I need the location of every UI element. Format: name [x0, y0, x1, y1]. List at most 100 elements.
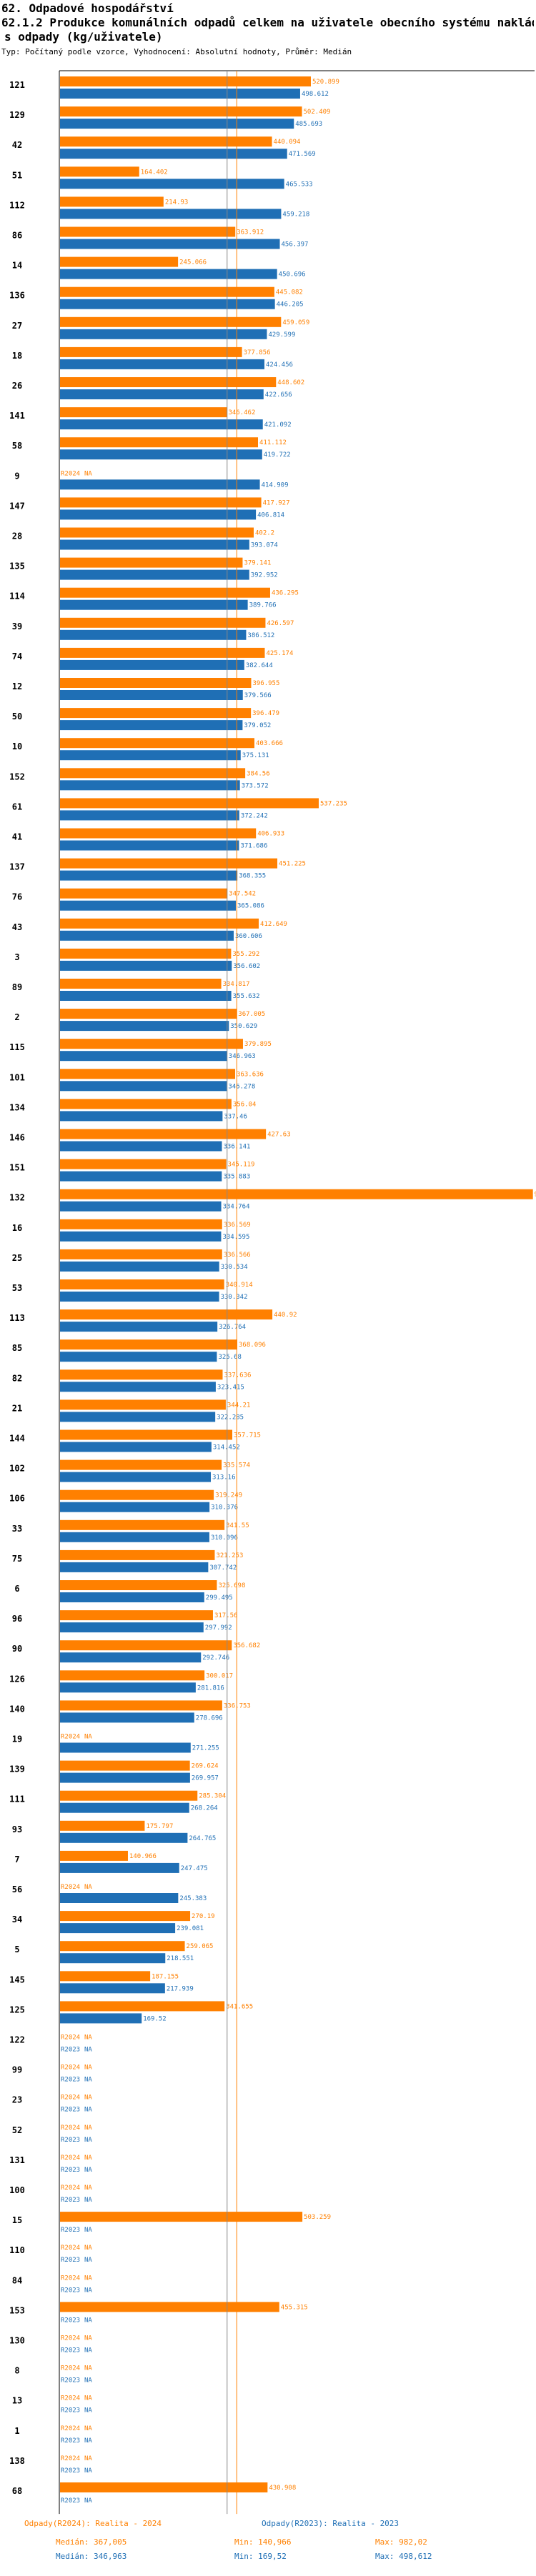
series-label-r2023-99: R2023: [61, 2077, 80, 2084]
bar-r2024-14: [60, 256, 179, 267]
bar-r2024-16: [60, 1219, 222, 1229]
value-label-r2023-41: 371.686: [240, 843, 267, 850]
value-label-r2023-112: 459.218: [282, 211, 309, 218]
bar-r2023-2: [60, 1021, 229, 1032]
na-label-r2024-138: NA: [84, 2455, 92, 2462]
bar-r2024-144: [60, 1429, 233, 1440]
bar-r2023-21: [60, 1412, 216, 1422]
value-label-r2024-28: 402.2: [255, 530, 274, 537]
category-label-99: 99: [12, 2065, 22, 2075]
value-label-r2024-106: 319.249: [215, 1492, 242, 1499]
bar-r2023-10: [60, 750, 241, 761]
value-label-r2024-146: 427.63: [267, 1132, 291, 1139]
value-label-r2024-14: 245.066: [179, 259, 207, 266]
value-label-r2024-68: 430.908: [269, 2485, 296, 2492]
value-label-r2023-14: 450.696: [279, 271, 306, 279]
chart-meta: Typ: Počítaný podle vzorce, Vyhodnocení:…: [1, 47, 352, 56]
na-label-r2023-8: NA: [84, 2377, 92, 2385]
category-label-76: 76: [12, 892, 22, 902]
category-label-136: 136: [9, 291, 25, 301]
category-label-43: 43: [12, 922, 22, 932]
bar-r2023-112: [60, 209, 282, 219]
value-label-r2023-75: 307.742: [209, 1564, 237, 1572]
value-label-r2023-9: 414.909: [262, 481, 289, 489]
series-label-r2023-130: R2023: [61, 2347, 80, 2355]
series-label-r2023-153: R2023: [61, 2317, 80, 2324]
value-label-r2023-132: 334.764: [223, 1204, 250, 1211]
category-label-26: 26: [12, 381, 22, 391]
value-label-r2024-137: 451.225: [279, 861, 306, 868]
bar-r2023-25: [60, 1261, 219, 1272]
bar-r2023-106: [60, 1502, 210, 1512]
series-label-r2024-130: R2024: [61, 2335, 80, 2342]
bar-r2023-56: [60, 1893, 179, 1903]
value-label-r2023-19: 271.255: [192, 1745, 219, 1752]
value-label-r2024-18: 377.856: [244, 349, 271, 356]
value-label-r2024-76: 347.542: [229, 891, 256, 898]
bar-r2024-15: [60, 2212, 303, 2222]
value-label-r2024-58: 411.112: [259, 439, 287, 446]
legend-r2024-min: Min: 140,966: [234, 2537, 292, 2547]
category-label-146: 146: [9, 1133, 25, 1143]
category-label-86: 86: [12, 231, 22, 241]
bar-r2024-74: [60, 647, 265, 658]
bar-r2023-61: [60, 810, 239, 821]
value-label-r2023-152: 373.572: [242, 782, 269, 789]
value-label-r2024-115: 379.895: [244, 1041, 272, 1048]
bar-r2023-114: [60, 599, 248, 610]
value-label-r2023-18: 424.456: [266, 361, 293, 369]
value-label-r2023-51: 465.533: [286, 181, 313, 188]
value-label-r2023-125: 169.52: [143, 2015, 167, 2022]
category-label-13: 13: [12, 2396, 22, 2406]
category-label-15: 15: [12, 2215, 22, 2225]
bar-r2023-89: [60, 991, 232, 1001]
series-label-r2024-13: R2024: [61, 2395, 80, 2402]
bar-r2024-145: [60, 1971, 151, 1982]
value-label-r2023-74: 382.644: [246, 662, 273, 669]
value-label-r2024-75: 321.253: [216, 1552, 243, 1559]
bar-r2024-26: [60, 377, 277, 387]
value-label-r2023-33: 310.096: [211, 1534, 238, 1542]
na-label-r2023-122: NA: [84, 2047, 92, 2054]
category-label-82: 82: [12, 1373, 22, 1383]
na-label-r2023-13: NA: [84, 2407, 92, 2415]
na-label-r2024-130: NA: [84, 2335, 92, 2342]
bar-r2023-136: [60, 299, 275, 309]
bar-r2023-75: [60, 1562, 209, 1572]
value-label-r2023-27: 429.599: [268, 331, 295, 339]
category-label-115: 115: [9, 1042, 25, 1052]
legend-r2023-median: Medián: 346,963: [56, 2552, 127, 2561]
bar-r2024-75: [60, 1549, 215, 1560]
category-label-113: 113: [9, 1313, 25, 1323]
category-label-50: 50: [12, 712, 22, 722]
bar-r2023-129: [60, 119, 294, 129]
value-label-r2023-135: 392.952: [251, 572, 278, 579]
category-label-102: 102: [9, 1464, 25, 1474]
category-label-100: 100: [9, 2185, 25, 2195]
bar-r2024-3: [60, 948, 232, 959]
value-label-r2024-50: 396.479: [252, 710, 279, 717]
value-label-r2024-10: 403.666: [256, 740, 283, 747]
category-label-152: 152: [9, 772, 25, 782]
bar-r2023-74: [60, 659, 244, 670]
bar-r2024-6: [60, 1580, 217, 1590]
category-label-12: 12: [12, 682, 22, 692]
category-label-84: 84: [12, 2275, 22, 2285]
category-label-96: 96: [12, 1614, 22, 1624]
value-label-r2024-147: 417.927: [263, 499, 290, 506]
bar-r2024-10: [60, 738, 254, 749]
category-label-8: 8: [14, 2366, 19, 2376]
bar-r2023-50: [60, 720, 243, 731]
series-label-r2024-122: R2024: [61, 2035, 80, 2042]
na-label-r2023-84: NA: [84, 2287, 92, 2294]
category-label-3: 3: [14, 952, 19, 962]
category-label-53: 53: [12, 1283, 22, 1293]
series-label-r2023-131: R2023: [61, 2167, 80, 2174]
bar-r2024-33: [60, 1519, 225, 1530]
value-label-r2024-82: 337.636: [224, 1372, 251, 1379]
bar-r2023-126: [60, 1682, 196, 1693]
value-label-r2023-114: 389.766: [249, 602, 277, 609]
bar-r2023-146: [60, 1141, 222, 1152]
bar-r2024-28: [60, 527, 254, 538]
